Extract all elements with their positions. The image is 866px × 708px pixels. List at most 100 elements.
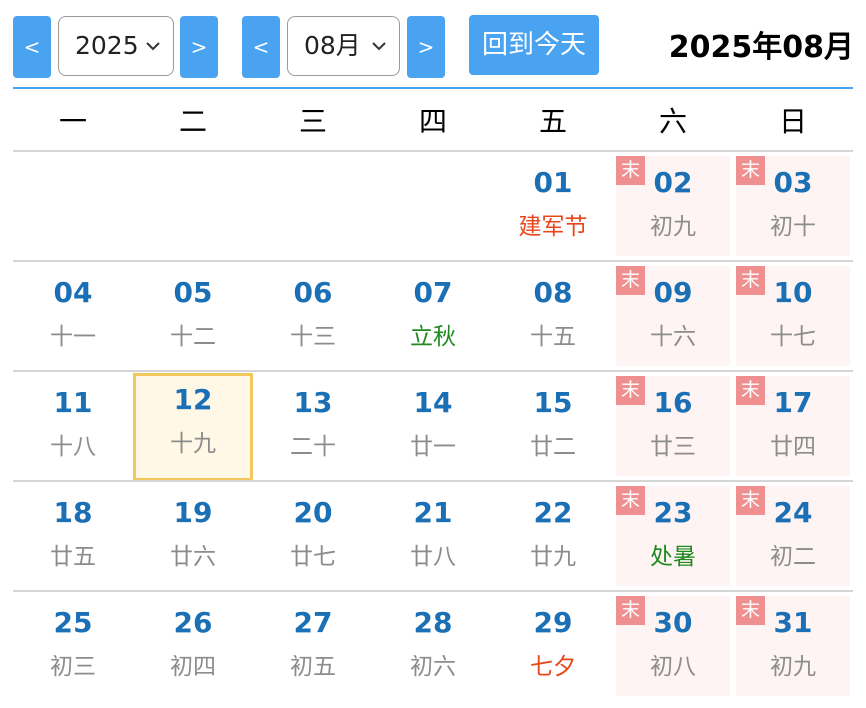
lunar-date-label: 廿三	[650, 434, 696, 460]
chevron-down-icon	[146, 42, 160, 51]
day-cell[interactable]: 末 24 初二	[736, 486, 850, 586]
week-row: 25 初三 26 初四 27 初五 28 初六 29 七夕 末 30 初八 末 31 初九	[13, 590, 853, 700]
day-cell[interactable]: 末 09 十六	[616, 266, 730, 366]
lunar-date-label: 廿八	[410, 544, 456, 570]
day-cell[interactable]: 末 30 初八	[616, 596, 730, 696]
lunar-date-label: 初五	[290, 654, 336, 680]
day-number: 28	[413, 606, 453, 639]
month-select[interactable]: 08月	[287, 16, 400, 76]
lunar-date-label: 初四	[170, 654, 216, 680]
lunar-date-label: 廿五	[50, 544, 96, 570]
year-select-value: 2025	[75, 31, 139, 60]
day-number: 25	[53, 606, 93, 639]
day-cell[interactable]: 13 二十	[256, 376, 370, 476]
day-number: 10	[773, 276, 813, 309]
day-cell[interactable]: 19 廿六	[136, 486, 250, 586]
day-cell[interactable]: 22 廿九	[496, 486, 610, 586]
lunar-date-label: 初六	[410, 654, 456, 680]
festival-label: 建军节	[518, 214, 588, 240]
day-cell[interactable]: 20 廿七	[256, 486, 370, 586]
day-number: 24	[773, 496, 813, 529]
day-cell[interactable]: 末 17 廿四	[736, 376, 850, 476]
prev-year-button[interactable]: <	[13, 16, 51, 78]
day-number: 09	[653, 276, 693, 309]
lunar-date-label: 廿一	[410, 434, 456, 460]
chevron-down-icon	[372, 42, 386, 51]
week-row: 18 廿五 19 廿六 20 廿七 21 廿八 22 廿九 末 23 处暑 末 24 初二	[13, 480, 853, 590]
day-number: 14	[413, 386, 453, 419]
day-cell[interactable]: 27 初五	[256, 596, 370, 696]
lunar-date-label: 廿六	[170, 544, 216, 570]
day-number: 01	[533, 166, 573, 199]
day-cell[interactable]: 26 初四	[136, 596, 250, 696]
day-cell[interactable]: 01 建军节	[496, 156, 610, 256]
day-number: 23	[653, 496, 693, 529]
week-row: 04 十一 05 十二 06 十三 07 立秋 08 十五 末 09 十六 末 10 十七	[13, 260, 853, 370]
current-month-title: 2025年08月	[668, 30, 854, 65]
day-cell[interactable]: 11 十八	[16, 376, 130, 476]
festival-label: 七夕	[530, 654, 576, 680]
lunar-date-label: 初八	[650, 654, 696, 680]
day-cell[interactable]: 21 廿八	[376, 486, 490, 586]
weekday-label: 四	[418, 105, 447, 138]
day-cell[interactable]: 25 初三	[16, 596, 130, 696]
lunar-date-label: 廿四	[770, 434, 816, 460]
day-cell-today[interactable]: 12 十九	[133, 373, 253, 481]
day-cell[interactable]: 末 02 初九	[616, 156, 730, 256]
day-cell[interactable]: 07 立秋	[376, 266, 490, 366]
day-number: 02	[653, 166, 693, 199]
day-cell[interactable]: 末 31 初九	[736, 596, 850, 696]
lunar-date-label: 廿九	[530, 544, 576, 570]
back-to-today-button[interactable]: 回到今天	[469, 15, 599, 75]
week-row: 11 十八 12 十九 13 二十 14 廿一 15 廿二 末 16 廿三 末 17 廿四	[13, 370, 853, 481]
day-number: 29	[533, 606, 573, 639]
day-cell[interactable]: 末 23 处暑	[616, 486, 730, 586]
day-number: 11	[53, 386, 93, 419]
calendar-toolbar: < 2025 > < 08月 > 回到今天 2025年08月	[0, 0, 866, 86]
day-number: 16	[653, 386, 693, 419]
next-month-button[interactable]: >	[407, 16, 445, 78]
weekend-badge: 末	[736, 486, 765, 515]
lunar-date-label: 十六	[650, 324, 696, 350]
lunar-date-label: 初十	[770, 214, 816, 240]
calendar-grid: 01 建军节末 02 初九末 03 初十 04 十一 05 十二 06 十三 07 立秋 08 十五末 09 十六…	[13, 150, 853, 700]
day-number: 08	[533, 276, 573, 309]
header-divider	[13, 87, 853, 89]
day-number: 31	[773, 606, 813, 639]
day-cell[interactable]: 末 16 廿三	[616, 376, 730, 476]
weekday-label: 五	[538, 105, 567, 138]
day-cell[interactable]: 04 十一	[16, 266, 130, 366]
day-number: 15	[533, 386, 573, 419]
year-select[interactable]: 2025	[58, 16, 174, 76]
weekday-label: 一	[58, 105, 87, 138]
week-row: 01 建军节 末 02 初九 末 03 初十	[13, 150, 853, 260]
day-cell[interactable]: 14 廿一	[376, 376, 490, 476]
lunar-date-label: 廿二	[530, 434, 576, 460]
day-cell[interactable]: 08 十五	[496, 266, 610, 366]
weekend-badge: 末	[616, 596, 645, 625]
lunar-date-label: 十九	[170, 431, 216, 457]
lunar-date-label: 十二	[170, 324, 216, 350]
day-cell[interactable]: 05 十二	[136, 266, 250, 366]
day-cell[interactable]: 29 七夕	[496, 596, 610, 696]
day-number: 12	[173, 383, 213, 416]
day-number: 18	[53, 496, 93, 529]
day-number: 27	[293, 606, 333, 639]
lunar-date-label: 初二	[770, 544, 816, 570]
day-cell[interactable]: 末 10 十七	[736, 266, 850, 366]
day-cell[interactable]: 06 十三	[256, 266, 370, 366]
day-cell[interactable]: 15 廿二	[496, 376, 610, 476]
weekend-badge: 末	[736, 376, 765, 405]
day-cell[interactable]: 18 廿五	[16, 486, 130, 586]
weekend-badge: 末	[616, 156, 645, 185]
weekend-badge: 末	[736, 266, 765, 295]
day-cell[interactable]: 末 03 初十	[736, 156, 850, 256]
next-year-button[interactable]: >	[180, 16, 218, 78]
day-cell[interactable]: 28 初六	[376, 596, 490, 696]
weekend-badge: 末	[616, 266, 645, 295]
lunar-date-label: 初九	[650, 214, 696, 240]
prev-month-button[interactable]: <	[242, 16, 280, 78]
weekend-badge: 末	[736, 156, 765, 185]
day-number: 21	[413, 496, 453, 529]
weekend-badge: 末	[616, 486, 645, 515]
